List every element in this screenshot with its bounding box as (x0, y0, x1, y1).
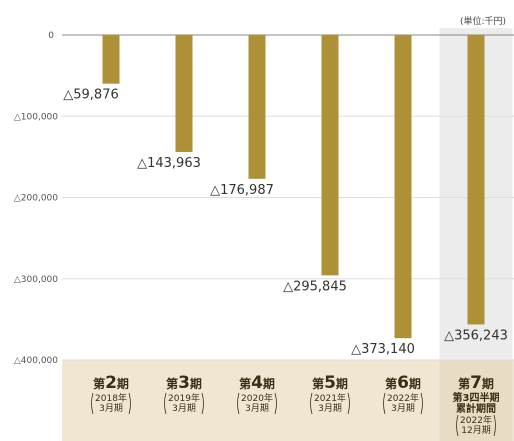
category-prefix: 第 (93, 376, 105, 391)
y-tick-label: △100,000 (14, 112, 58, 122)
category-extra-line: 第3四半期 (453, 391, 500, 404)
category-sub-line: 2019年 (168, 392, 200, 404)
bracket-right (128, 392, 131, 415)
bracket-left (383, 392, 386, 415)
value-label: △143,963 (137, 156, 201, 171)
bar (102, 35, 120, 84)
category-sub-line: 2021年 (314, 392, 346, 404)
y-tick-label: △400,000 (14, 356, 58, 366)
category-sub-line: 2022年 (387, 392, 419, 404)
category-sub-line: 3月期 (391, 403, 415, 414)
category-suffix: 期 (336, 376, 348, 391)
value-label: △356,243 (444, 328, 508, 343)
bar (248, 35, 266, 179)
value-label: △373,140 (351, 342, 415, 357)
category-prefix: 第 (166, 376, 178, 391)
category-sub-line: 3月期 (99, 403, 123, 414)
category-sub-line: 12月期 (461, 425, 490, 436)
bracket-left (91, 392, 94, 415)
y-tick-label: △200,000 (14, 194, 58, 204)
category-suffix: 期 (409, 376, 421, 391)
category-prefix: 第 (312, 376, 324, 391)
category-title: 第5期 (312, 373, 348, 393)
category-band (62, 360, 514, 441)
category-title: 第7期 (458, 373, 494, 393)
category-title: 第2期 (93, 373, 129, 393)
category-extra-line: 累計期間 (456, 402, 496, 415)
category-sub-line: 3月期 (245, 403, 269, 414)
bracket-right (493, 414, 496, 437)
bar (467, 35, 485, 325)
category-sub-line: 2020年 (241, 392, 273, 404)
category-number: 4 (251, 373, 263, 393)
category-title: 第4期 (239, 373, 275, 393)
bracket-right (420, 392, 423, 415)
category-number: 3 (178, 373, 190, 393)
category-prefix: 第 (239, 376, 251, 391)
category-prefix: 第 (458, 376, 470, 391)
bar (321, 35, 339, 276)
bar (175, 35, 193, 152)
value-label: △295,845 (283, 279, 347, 294)
category-number: 5 (324, 373, 336, 393)
category-prefix: 第 (385, 376, 397, 391)
category-title: 第6期 (385, 373, 421, 393)
bracket-right (274, 392, 277, 415)
category-band-highlight (439, 360, 513, 441)
y-tick-label: 0 (48, 31, 54, 41)
category-number: 6 (397, 373, 409, 393)
unit-label: (単位:千円) (460, 15, 506, 27)
value-label: △176,987 (210, 183, 274, 198)
bar (394, 35, 412, 339)
category-sub-line: 3月期 (172, 403, 196, 414)
bracket-left (164, 392, 167, 415)
y-tick-label: △300,000 (14, 275, 58, 285)
value-label: △59,876 (63, 88, 119, 103)
category-title: 第3期 (166, 373, 202, 393)
category-sub-line: 3月期 (318, 403, 342, 414)
category-sub-line: 2018年 (95, 392, 127, 404)
bracket-left (237, 392, 240, 415)
category-suffix: 期 (263, 376, 275, 391)
category-sub-line: 2022年 (460, 414, 492, 426)
category-number: 2 (105, 373, 117, 393)
category-suffix: 期 (117, 376, 129, 391)
category-suffix: 期 (190, 376, 202, 391)
bracket-right (201, 392, 204, 415)
category-number: 7 (470, 373, 482, 393)
bracket-right (347, 392, 350, 415)
bracket-left (310, 392, 313, 415)
bracket-left (456, 414, 459, 437)
category-suffix: 期 (482, 376, 494, 391)
